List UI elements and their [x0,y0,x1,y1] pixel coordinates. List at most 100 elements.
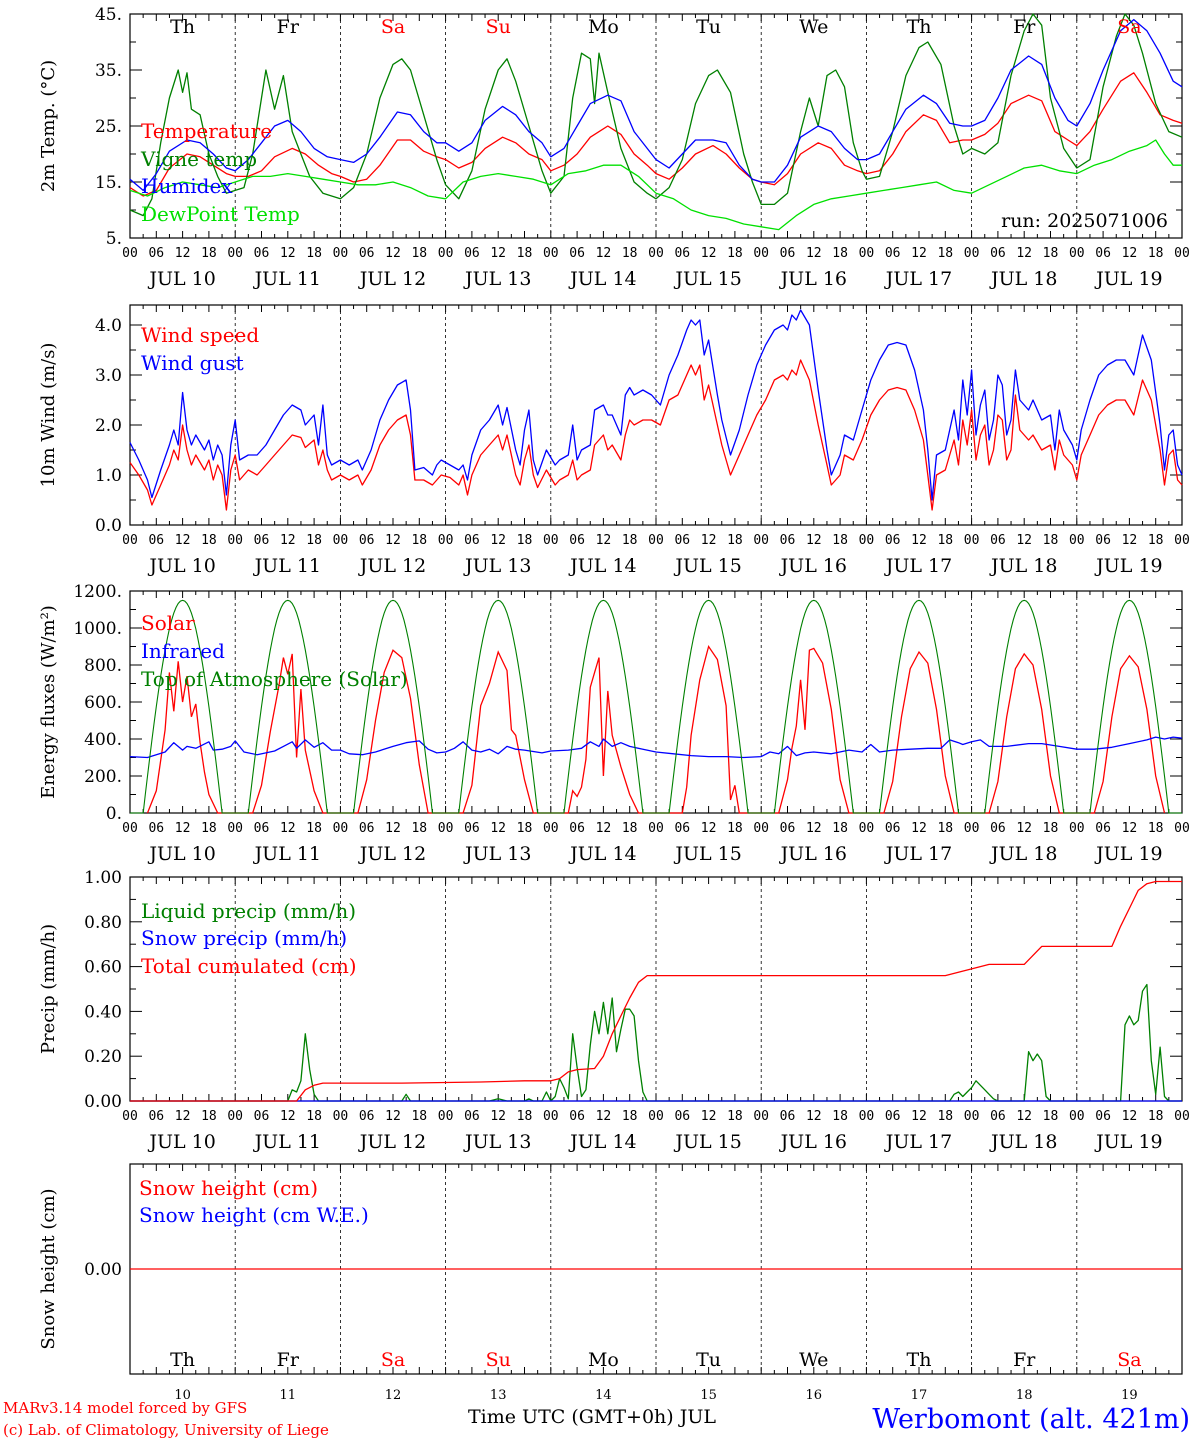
x-hour-label: 12 [1122,533,1138,548]
x-hour-label: 06 [990,533,1006,548]
series-line [129,72,1183,197]
x-hour-label: 12 [490,821,506,836]
x-hour-label: 12 [385,821,401,836]
x-date-label: JUL 18 [989,843,1057,865]
x-hour-label: 06 [254,1109,270,1124]
y-tick-label: 1.0 [95,466,122,486]
x-date-label: JUL 17 [884,268,952,290]
x-hour-label: 06 [780,1109,796,1124]
day-number-label: 12 [385,1388,402,1403]
series-line [129,309,1183,501]
x-hour-label: 06 [1095,1109,1111,1124]
x-hour-label: 12 [701,1109,717,1124]
x-hour-label: 06 [569,246,585,261]
model-credit-line-2: (c) Lab. of Climatology, University of L… [3,1421,329,1439]
x-hour-label: 18 [937,246,953,261]
x-date-label: JUL 19 [1094,1131,1162,1153]
day-name-label: Sa [381,1349,405,1371]
x-hour-label: 06 [990,1109,1006,1124]
x-hour-label: 12 [385,1109,401,1124]
x-hour-label: 06 [674,821,690,836]
y-tick-label: 4.0 [95,316,122,336]
x-hour-label: 06 [464,1109,480,1124]
day-name-label: Tu [696,1349,721,1371]
x-hour-label: 12 [1016,821,1032,836]
x-hour-label: 18 [517,821,533,836]
x-hour-label: 00 [1069,246,1085,261]
x-hour-label: 00 [333,246,349,261]
x-hour-label: 12 [596,1109,612,1124]
x-date-label: JUL 12 [358,268,426,290]
x-hour-label: 00 [964,246,980,261]
x-hour-label: 00 [753,1109,769,1124]
y-tick-label: 5. [106,229,122,249]
x-date-label: JUL 14 [568,1131,636,1153]
day-name-label: We [799,1349,828,1371]
x-hour-label: 00 [543,533,559,548]
x-hour-label: 18 [517,246,533,261]
x-date-label: JUL 18 [989,1131,1057,1153]
x-hour-label: 00 [1174,821,1190,836]
x-date-label: JUL 16 [779,1131,847,1153]
x-date-label: JUL 14 [568,843,636,865]
x-date-label: JUL 14 [568,555,636,577]
x-date-label: JUL 12 [358,1131,426,1153]
legend-entry: Solar [141,611,195,635]
x-hour-label: 12 [490,1109,506,1124]
legend-entry: DewPoint Temp [141,202,300,226]
x-date-label: JUL 13 [463,1131,531,1153]
y-tick-label: 200. [84,767,122,787]
x-date-label: JUL 16 [779,843,847,865]
x-hour-label: 00 [859,821,875,836]
x-date-label: JUL 10 [147,555,215,577]
series-line [129,139,1182,231]
day-name-label: Tu [696,16,721,38]
x-hour-label: 00 [859,1109,875,1124]
x-hour-label: 00 [227,246,243,261]
y-tick-label: 0.00 [84,1092,122,1112]
legend-entry: Infrared [141,639,225,663]
x-hour-label: 18 [937,821,953,836]
x-hour-label: 00 [859,246,875,261]
day-name-label: Sa [381,16,405,38]
x-date-label: JUL 12 [358,555,426,577]
day-name-label: We [799,16,828,38]
y-tick-label: 600. [84,693,122,713]
x-hour-label: 12 [175,246,191,261]
x-hour-label: 06 [464,821,480,836]
y-tick-label: 0.60 [84,958,122,978]
y-tick-label: 35. [95,61,122,81]
day-name-label: Fr [277,16,300,38]
legend-entry: Total cumulated (cm) [141,954,357,978]
day-name-label: Th [907,16,932,38]
x-hour-label: 18 [306,533,322,548]
x-hour-label: 12 [596,246,612,261]
x-hour-label: 12 [385,533,401,548]
day-name-label: Mo [588,1349,619,1371]
legend-entry: Wind speed [141,323,259,347]
run-label: run: 2025071006 [1001,210,1168,232]
x-date-label: JUL 17 [884,555,952,577]
x-hour-label: 12 [175,533,191,548]
x-hour-label: 12 [806,246,822,261]
y-tick-label: 0.80 [84,913,122,933]
x-hour-label: 06 [885,821,901,836]
x-hour-label: 18 [832,1109,848,1124]
x-hour-label: 06 [780,246,796,261]
x-hour-label: 18 [832,246,848,261]
x-hour-label: 18 [411,533,427,548]
y-tick-label: 0. [106,804,122,824]
x-hour-label: 00 [1069,821,1085,836]
x-hour-label: 00 [1174,533,1190,548]
day-number-label: 11 [280,1388,297,1403]
x-hour-label: 00 [122,821,138,836]
x-date-label: JUL 15 [673,555,741,577]
x-hour-label: 06 [359,1109,375,1124]
x-hour-label: 06 [464,246,480,261]
y-tick-label: 1200. [73,582,122,602]
x-hour-label: 12 [280,821,296,836]
y-tick-label: 400. [84,730,122,750]
x-date-label: JUL 19 [1094,555,1162,577]
x-hour-label: 00 [438,1109,454,1124]
x-hour-label: 06 [464,533,480,548]
